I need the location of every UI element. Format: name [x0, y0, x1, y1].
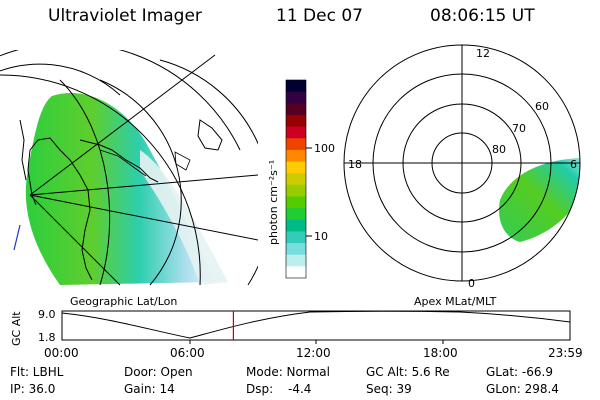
altitude-ytick-high: 9.0 [38, 308, 56, 321]
time-tick-1800: 18:00 [423, 346, 458, 360]
mlat-label-60: 60 [535, 100, 549, 113]
status-dsp-value: -4.4 [288, 382, 312, 396]
colorbar-swatch [286, 196, 306, 209]
colorbar-swatch [286, 243, 306, 256]
status-filter: Flt: LBHL [10, 365, 64, 379]
colorbar-swatch [286, 161, 306, 174]
status-seq: Seq: 39 [366, 382, 412, 396]
date-label: 11 Dec 07 [276, 6, 363, 26]
mlt-label-0: 0 [468, 277, 475, 290]
status-gain: Gain: 14 [124, 382, 175, 396]
status-gc-alt: GC Alt: 5.6 Re [366, 365, 450, 379]
colorbar-swatch [286, 114, 306, 128]
mlt-label-6: 6 [570, 158, 577, 171]
colorbar-tick-10: 10 [314, 230, 328, 243]
mlat-label-70: 70 [512, 122, 526, 135]
aurora-region-geo [25, 93, 216, 285]
colorbar-swatch [286, 184, 306, 198]
altitude-ytick-low: 1.8 [38, 331, 56, 344]
status-mode: Mode: Normal [246, 365, 330, 379]
colorbar-swatch [286, 80, 306, 93]
colorbar-swatch [286, 173, 306, 186]
colorbar-swatch [286, 208, 306, 221]
aurora-region-mag [499, 158, 580, 242]
status-glat: GLat: -66.9 [486, 365, 553, 379]
colorbar-swatch [286, 138, 306, 151]
colorbar-swatch [286, 231, 306, 244]
time-tick-1200: 12:00 [296, 346, 331, 360]
mlt-label-18: 18 [348, 158, 362, 171]
geo-caption: Geographic Lat/Lon [70, 295, 178, 308]
colorbar-swatch [286, 149, 306, 163]
colorbar-swatch [286, 219, 306, 233]
colorbar-swatch [286, 254, 306, 267]
coastline-antarctic-peninsula [79, 139, 159, 183]
altitude-ylabel: GC Alt [10, 311, 23, 346]
time-tick-2359: 23:59 [548, 346, 583, 360]
status-glon: GLon: 298.4 [486, 382, 559, 396]
colorbar-swatch [286, 103, 306, 116]
colorbar-frame [285, 79, 307, 279]
colorbar-swatch [286, 126, 306, 139]
altitude-curve [61, 310, 571, 339]
coastline-south-america [29, 137, 93, 281]
altitude-plot: GC Alt 9.0 1.8 [10, 308, 571, 346]
colorbar-swatch [286, 266, 306, 279]
instrument-title: Ultraviolet Imager [48, 6, 202, 26]
colorbar-tick-100: 100 [314, 142, 335, 155]
time-label: 08:06:15 UT [430, 6, 535, 26]
geographic-map [0, 50, 258, 286]
colorbar [286, 80, 306, 279]
status-dsp-label: Dsp: [246, 382, 274, 396]
mag-caption: Apex MLat/MLT [414, 295, 497, 308]
colorbar-label: photon cm⁻²s⁻¹ [267, 160, 280, 245]
colorbar-swatch [286, 91, 306, 104]
time-tick-0000: 00:00 [44, 346, 79, 360]
altitude-plot-frame [61, 310, 571, 341]
time-tick-0600: 06:00 [170, 346, 205, 360]
mlt-label-12: 12 [476, 47, 490, 60]
mlat-label-80: 80 [492, 143, 506, 156]
status-door: Door: Open [124, 365, 193, 379]
magnetic-polar-plot: 12 18 6 0 60 70 80 [343, 44, 581, 290]
status-ip: IP: 36.0 [10, 382, 56, 396]
